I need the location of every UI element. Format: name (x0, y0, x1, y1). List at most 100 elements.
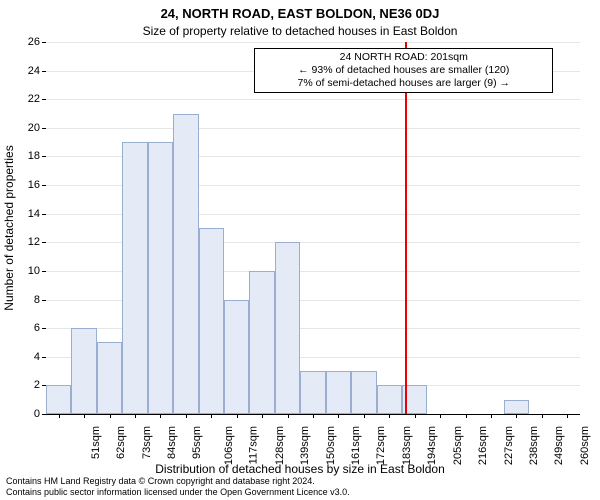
page-title: 24, NORTH ROAD, EAST BOLDON, NE36 0DJ (0, 6, 600, 21)
x-tick-label: 150sqm (325, 426, 337, 465)
x-tick-label: 161sqm (350, 426, 362, 465)
x-tick-label: 183sqm (401, 426, 413, 465)
y-tick-label: 22 (10, 93, 40, 105)
bar (148, 142, 173, 414)
x-tick-label: 128sqm (274, 426, 286, 465)
y-tick-label: 8 (10, 294, 40, 306)
plot-area: 24 NORTH ROAD: 201sqm← 93% of detached h… (46, 42, 580, 414)
x-tick-mark (59, 414, 60, 418)
x-tick-label: 73sqm (141, 426, 153, 459)
y-tick-label: 2 (10, 379, 40, 391)
y-tick-mark (42, 99, 46, 100)
x-tick-mark (389, 414, 390, 418)
x-tick-label: 238sqm (528, 426, 540, 465)
gridline (46, 128, 580, 129)
x-tick-label: 172sqm (376, 426, 388, 465)
y-axis-title: Number of detached properties (2, 145, 16, 310)
y-tick-mark (42, 357, 46, 358)
y-tick-mark (42, 71, 46, 72)
x-tick-label: 51sqm (90, 426, 102, 459)
y-tick-mark (42, 328, 46, 329)
annotation-line: 7% of semi-detached houses are larger (9… (259, 77, 548, 90)
page-subtitle: Size of property relative to detached ho… (0, 24, 600, 38)
reference-line (405, 42, 407, 414)
y-tick-label: 16 (10, 179, 40, 191)
x-tick-mark (567, 414, 568, 418)
x-tick-mark (160, 414, 161, 418)
bar (71, 328, 96, 414)
bar (224, 300, 249, 414)
y-tick-mark (42, 414, 46, 415)
bar (504, 400, 529, 414)
x-tick-mark (237, 414, 238, 418)
annotation-line: 24 NORTH ROAD: 201sqm (259, 51, 548, 64)
x-tick-mark (262, 414, 263, 418)
bar (199, 228, 224, 414)
x-tick-mark (186, 414, 187, 418)
x-tick-mark (542, 414, 543, 418)
footer-line-1: Contains HM Land Registry data © Crown c… (6, 476, 350, 487)
x-tick-label: 216sqm (477, 426, 489, 465)
bar (173, 114, 198, 414)
bar (46, 385, 71, 414)
x-tick-label: 117sqm (248, 426, 260, 464)
x-tick-label: 95sqm (191, 426, 203, 459)
x-tick-mark (110, 414, 111, 418)
x-tick-label: 194sqm (426, 426, 438, 465)
y-tick-mark (42, 42, 46, 43)
bar (300, 371, 325, 414)
bar (377, 385, 402, 414)
x-tick-mark (211, 414, 212, 418)
y-tick-mark (42, 128, 46, 129)
x-tick-label: 205sqm (452, 426, 464, 465)
y-tick-mark (42, 156, 46, 157)
x-tick-mark (440, 414, 441, 418)
y-tick-mark (42, 300, 46, 301)
x-tick-label: 227sqm (503, 426, 515, 465)
x-tick-mark (491, 414, 492, 418)
bar (97, 342, 122, 414)
x-tick-label: 62sqm (115, 426, 127, 459)
x-tick-mark (516, 414, 517, 418)
y-tick-label: 14 (10, 208, 40, 220)
y-tick-label: 6 (10, 322, 40, 334)
y-tick-label: 20 (10, 122, 40, 134)
y-tick-mark (42, 242, 46, 243)
bar (326, 371, 351, 414)
footer: Contains HM Land Registry data © Crown c… (6, 476, 350, 498)
x-tick-mark (415, 414, 416, 418)
gridline (46, 99, 580, 100)
y-tick-mark (42, 385, 46, 386)
x-axis-title: Distribution of detached houses by size … (0, 462, 600, 476)
x-tick-label: 106sqm (223, 426, 235, 465)
x-tick-mark (288, 414, 289, 418)
bar (122, 142, 147, 414)
x-tick-mark (338, 414, 339, 418)
x-tick-label: 249sqm (554, 426, 566, 465)
y-tick-label: 18 (10, 150, 40, 162)
x-tick-mark (84, 414, 85, 418)
bar (249, 271, 274, 414)
bar (275, 242, 300, 414)
annotation-box: 24 NORTH ROAD: 201sqm← 93% of detached h… (254, 48, 553, 93)
y-tick-label: 24 (10, 65, 40, 77)
x-tick-mark (364, 414, 365, 418)
y-tick-label: 4 (10, 351, 40, 363)
chart-root: 24, NORTH ROAD, EAST BOLDON, NE36 0DJ Si… (0, 0, 600, 500)
annotation-line: ← 93% of detached houses are smaller (12… (259, 64, 548, 77)
y-tick-label: 0 (10, 408, 40, 420)
y-tick-mark (42, 214, 46, 215)
x-tick-label: 139sqm (299, 426, 311, 465)
x-tick-mark (313, 414, 314, 418)
bar (351, 371, 376, 414)
x-tick-label: 84sqm (166, 426, 178, 459)
footer-line-2: Contains public sector information licen… (6, 487, 350, 498)
x-tick-mark (135, 414, 136, 418)
y-tick-mark (42, 185, 46, 186)
y-tick-label: 12 (10, 236, 40, 248)
y-tick-label: 26 (10, 36, 40, 48)
x-tick-mark (466, 414, 467, 418)
y-tick-label: 10 (10, 265, 40, 277)
x-tick-label: 260sqm (579, 426, 591, 465)
y-tick-mark (42, 271, 46, 272)
